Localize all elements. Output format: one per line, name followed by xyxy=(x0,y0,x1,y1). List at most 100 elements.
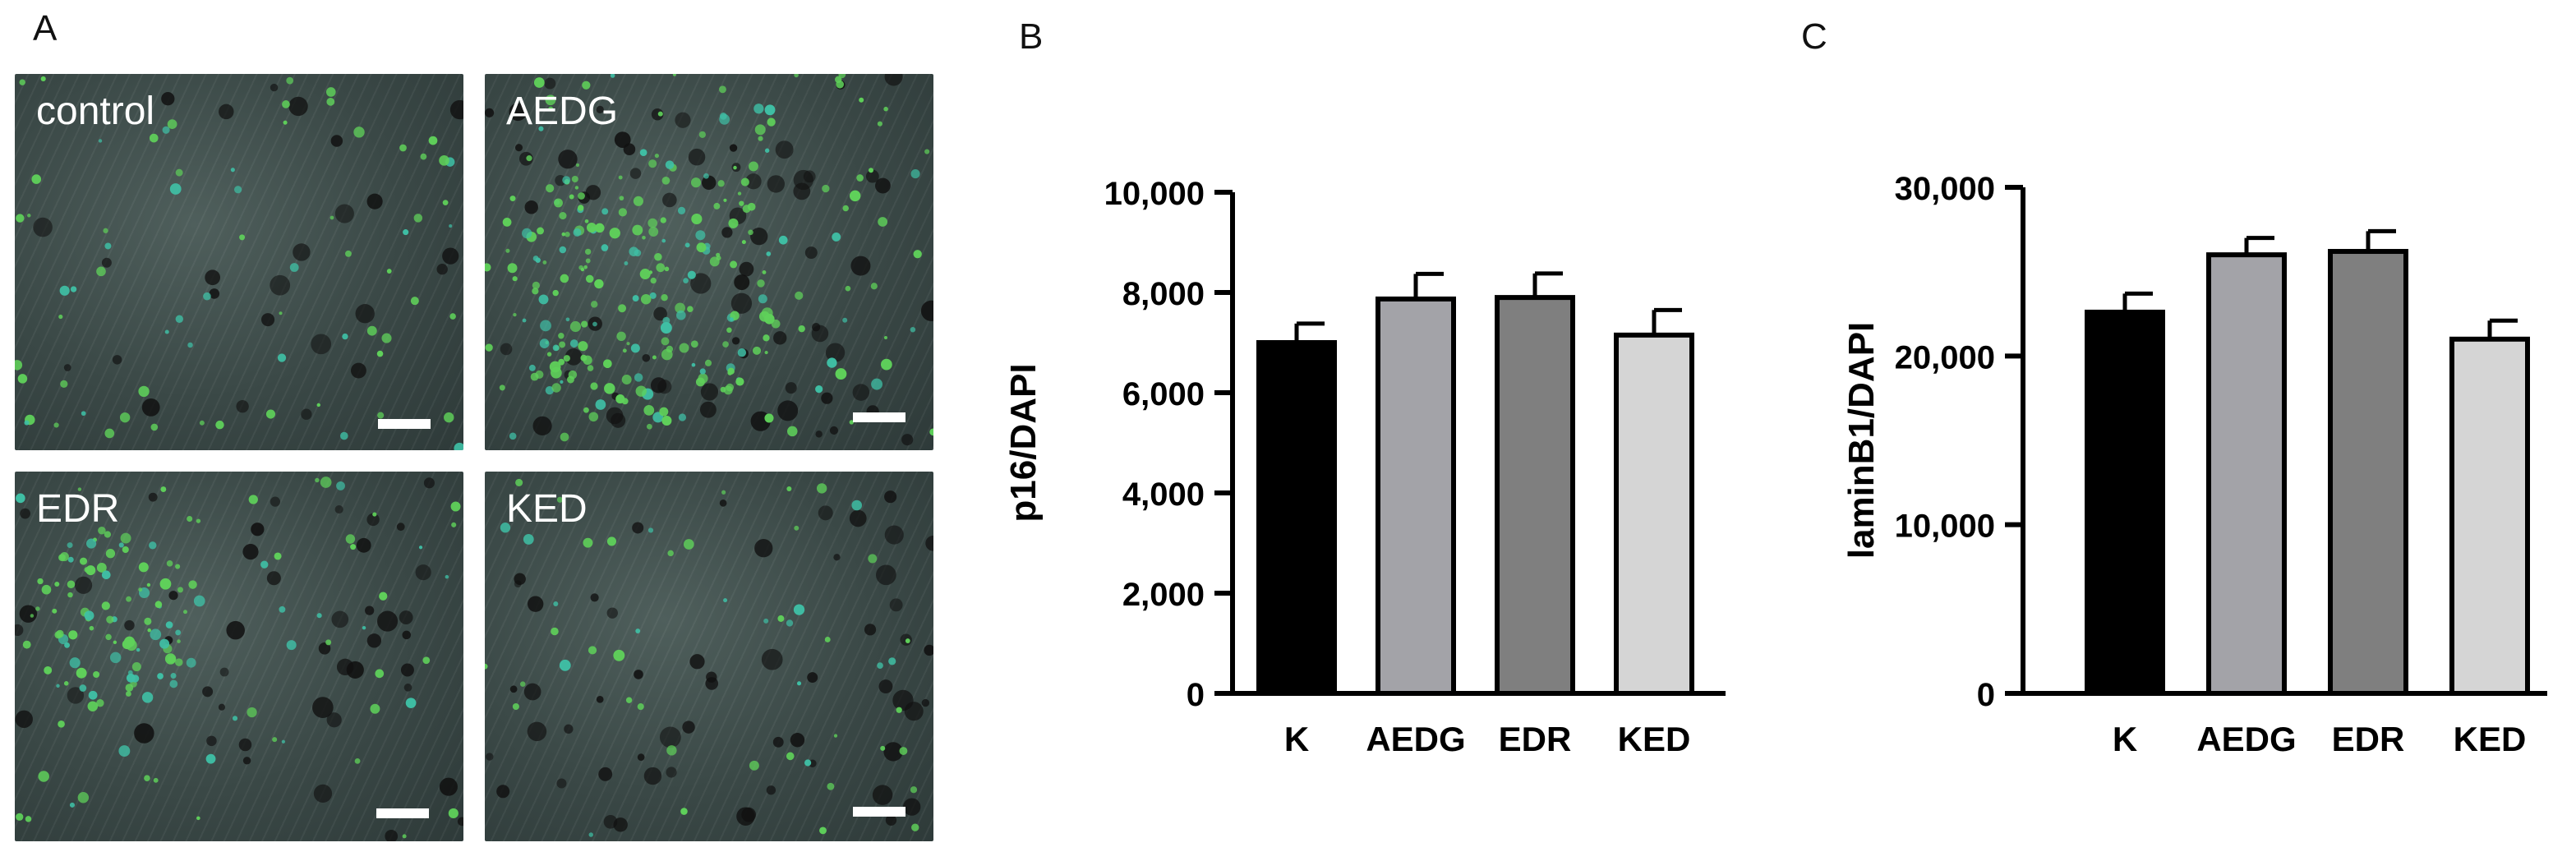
fluorescent-cell xyxy=(19,79,25,85)
dark-cell xyxy=(385,829,399,841)
fluorescent-cell xyxy=(642,235,646,240)
micrograph-label-edr: EDR xyxy=(36,487,120,531)
fluorescent-cell xyxy=(675,302,686,314)
fluorescent-cell xyxy=(30,614,35,618)
fluorescent-cell xyxy=(880,358,892,371)
dark-cell xyxy=(20,508,30,519)
dark-cell xyxy=(350,362,366,379)
fluorescent-cell xyxy=(41,584,52,595)
dark-cell xyxy=(402,630,412,640)
fluorescent-cell xyxy=(654,153,659,159)
fluorescent-cell xyxy=(578,341,588,352)
fluorescent-cell xyxy=(643,404,655,416)
fluorescent-cell xyxy=(929,428,933,436)
fluorescent-cell xyxy=(399,144,407,152)
dark-cell xyxy=(457,817,463,826)
fluorescent-cell xyxy=(169,183,182,195)
fluorescent-cell xyxy=(144,775,150,782)
dark-cell xyxy=(884,490,897,504)
fluorescent-cell xyxy=(716,256,721,261)
fluorescent-cell xyxy=(186,657,196,668)
dark-cell xyxy=(598,767,613,781)
y-tick-label: 4,000 xyxy=(1122,477,1205,513)
fluorescent-cell xyxy=(53,422,59,428)
fluorescent-cell xyxy=(795,291,804,300)
fluorescent-cell xyxy=(615,394,625,404)
dark-cell xyxy=(811,325,829,343)
fluorescent-cell xyxy=(665,160,675,169)
fluorescent-cell xyxy=(70,286,77,292)
scale-bar xyxy=(378,419,431,429)
fluorescent-cell xyxy=(584,248,592,256)
fluorescent-cell xyxy=(205,753,216,764)
fluorescent-cell xyxy=(164,329,169,334)
fluorescent-cell xyxy=(565,231,570,237)
dark-cell xyxy=(270,83,279,92)
fluorescent-cell xyxy=(512,702,519,711)
fluorescent-cell xyxy=(379,592,388,601)
fluorescent-cell xyxy=(629,246,639,257)
fluorescent-cell xyxy=(569,194,574,200)
fluorescent-cell xyxy=(899,747,908,755)
fluorescent-cell xyxy=(500,523,511,533)
fluorescent-cell xyxy=(232,716,238,721)
fluorescent-cell xyxy=(868,168,873,173)
fluorescent-cell xyxy=(521,228,532,239)
fluorescent-cell xyxy=(565,317,570,322)
dark-cell xyxy=(148,492,158,502)
fluorescent-cell xyxy=(167,119,177,130)
fluorescent-cell xyxy=(713,202,721,209)
dark-cell xyxy=(643,767,662,785)
dark-cell xyxy=(682,721,695,734)
fluorescent-cell xyxy=(657,111,663,117)
dark-cell xyxy=(904,702,924,721)
dark-cell xyxy=(236,399,249,413)
fluorescent-cell xyxy=(551,627,559,636)
fluorescent-cell xyxy=(58,721,65,728)
fluorescent-cell xyxy=(22,640,31,649)
dark-cell xyxy=(496,785,510,799)
fluorescent-cell xyxy=(618,208,627,217)
dark-cell xyxy=(486,753,494,761)
fluorescent-cell xyxy=(730,317,734,321)
fluorescent-cell xyxy=(175,168,183,177)
fluorescent-cell xyxy=(762,269,767,274)
panel-label-b: B xyxy=(1019,16,1044,57)
fluorescent-cell xyxy=(661,293,668,302)
y-tick-label: 2,000 xyxy=(1122,577,1205,613)
fluorescent-cell xyxy=(588,412,599,422)
fluorescent-cell xyxy=(647,218,658,228)
fluorescent-cell xyxy=(569,320,581,333)
dark-cell xyxy=(925,536,933,551)
fluorescent-cell xyxy=(67,580,76,589)
fluorescent-cell xyxy=(362,625,366,630)
dark-cell xyxy=(793,182,811,200)
fluorescent-cell xyxy=(587,365,594,371)
fluorescent-cell xyxy=(753,104,764,114)
fluorescent-cell xyxy=(113,640,118,644)
fluorescent-cell xyxy=(485,263,491,272)
fluorescent-cell xyxy=(540,320,551,332)
dark-cell xyxy=(614,131,631,148)
fluorescent-cell xyxy=(880,745,886,751)
fluorescent-cell xyxy=(149,133,159,143)
fluorescent-cell xyxy=(560,274,569,283)
fluorescent-cell xyxy=(175,564,181,569)
fluorescent-cell xyxy=(54,631,62,639)
fluorescent-cell xyxy=(104,428,115,439)
dark-cell xyxy=(775,140,794,159)
fluorescent-cell xyxy=(449,313,456,320)
fluorescent-cell xyxy=(798,325,805,333)
fluorescent-cell xyxy=(274,552,282,560)
fluorescent-cell xyxy=(859,97,864,103)
fluorescent-cell xyxy=(76,667,87,679)
fluorescent-cell xyxy=(626,342,630,346)
fluorescent-cell xyxy=(849,190,861,202)
fluorescent-cell xyxy=(661,348,673,361)
fluorescent-cell xyxy=(767,117,776,127)
dark-cell xyxy=(884,74,903,86)
micrograph-label-aedg: AEDG xyxy=(506,90,619,133)
fluorescent-cell xyxy=(633,196,643,206)
fluorescent-cell xyxy=(695,377,705,387)
dark-cell xyxy=(721,227,733,238)
